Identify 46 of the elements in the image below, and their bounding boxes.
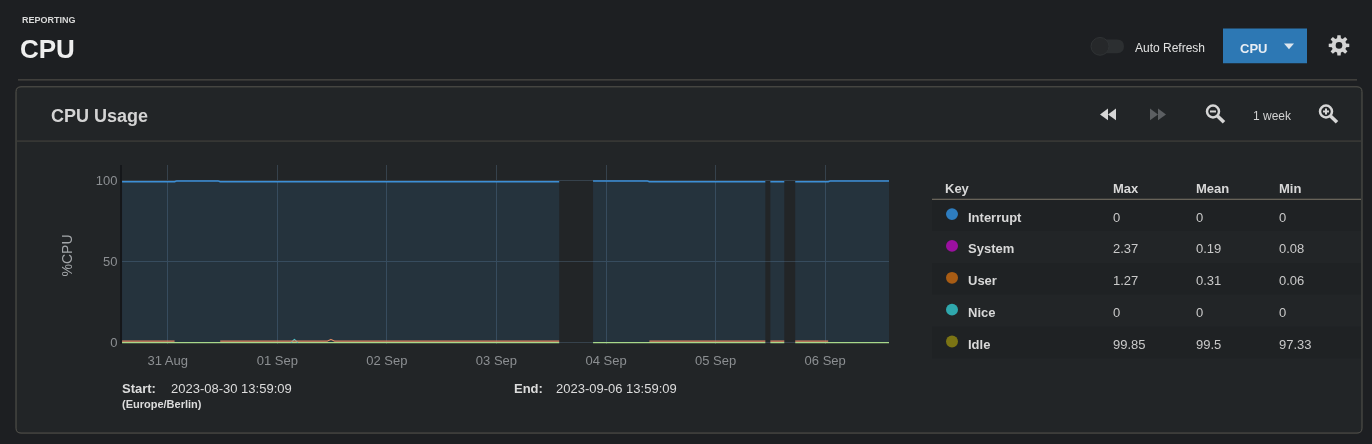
data-label: 97.33 — [1279, 337, 1312, 352]
x-tick-label: 06 Sep — [804, 353, 846, 369]
x-tick-label: 03 Sep — [475, 353, 518, 369]
text: 1 week — [1253, 109, 1293, 123]
text: Start: — [122, 381, 156, 396]
y-axis-title: %CPU — [58, 234, 75, 277]
text: CPU — [1240, 41, 1268, 56]
text: Mean — [1196, 181, 1230, 196]
y-tick-label: 0 — [110, 335, 118, 351]
data-label: 0.08 — [1279, 241, 1305, 256]
x-tick-label: 31 Aug — [147, 353, 188, 369]
text: Auto Refresh — [1135, 41, 1206, 55]
text: CPU — [20, 34, 75, 64]
text: REPORTING — [22, 15, 76, 25]
chart-title: CPU Usage — [51, 106, 149, 126]
text: 2023-08-30 13:59:09 — [171, 381, 292, 396]
data-label: 0 — [1113, 305, 1121, 320]
data-label: 0 — [1196, 210, 1204, 225]
y-tick-label: 100 — [95, 173, 118, 189]
data-label: 2.37 — [1113, 241, 1139, 256]
legend-title: Key — [945, 181, 970, 196]
data-label: 0 — [1279, 305, 1287, 320]
text: Max — [1113, 181, 1140, 196]
text: Min — [1279, 181, 1302, 196]
category-label: Nice — [968, 305, 996, 320]
category-label: System — [968, 241, 1015, 256]
x-tick-label: 05 Sep — [694, 353, 737, 369]
text: End: — [514, 381, 543, 396]
y-tick-label: 50 — [102, 254, 118, 270]
data-label: 0 — [1196, 305, 1204, 320]
category-label: Idle — [968, 337, 991, 352]
data-label: 0.31 — [1196, 273, 1222, 288]
category-label: User — [968, 273, 997, 288]
data-label: 0 — [1113, 210, 1121, 225]
data-label: 0.19 — [1196, 241, 1222, 256]
x-tick-label: 01 Sep — [256, 353, 298, 369]
data-label: 99.5 — [1196, 337, 1222, 352]
x-tick-label: 04 Sep — [585, 353, 627, 369]
text: 2023-09-06 13:59:09 — [556, 381, 677, 396]
data-label: 99.85 — [1113, 337, 1146, 352]
data-label: 0 — [1279, 210, 1287, 225]
data-label: 1.27 — [1113, 273, 1139, 288]
x-tick-label: 02 Sep — [366, 353, 408, 369]
text: (Europe/Berlin) — [122, 398, 202, 410]
category-label: Interrupt — [968, 210, 1023, 225]
data-label: 0.06 — [1279, 273, 1305, 288]
